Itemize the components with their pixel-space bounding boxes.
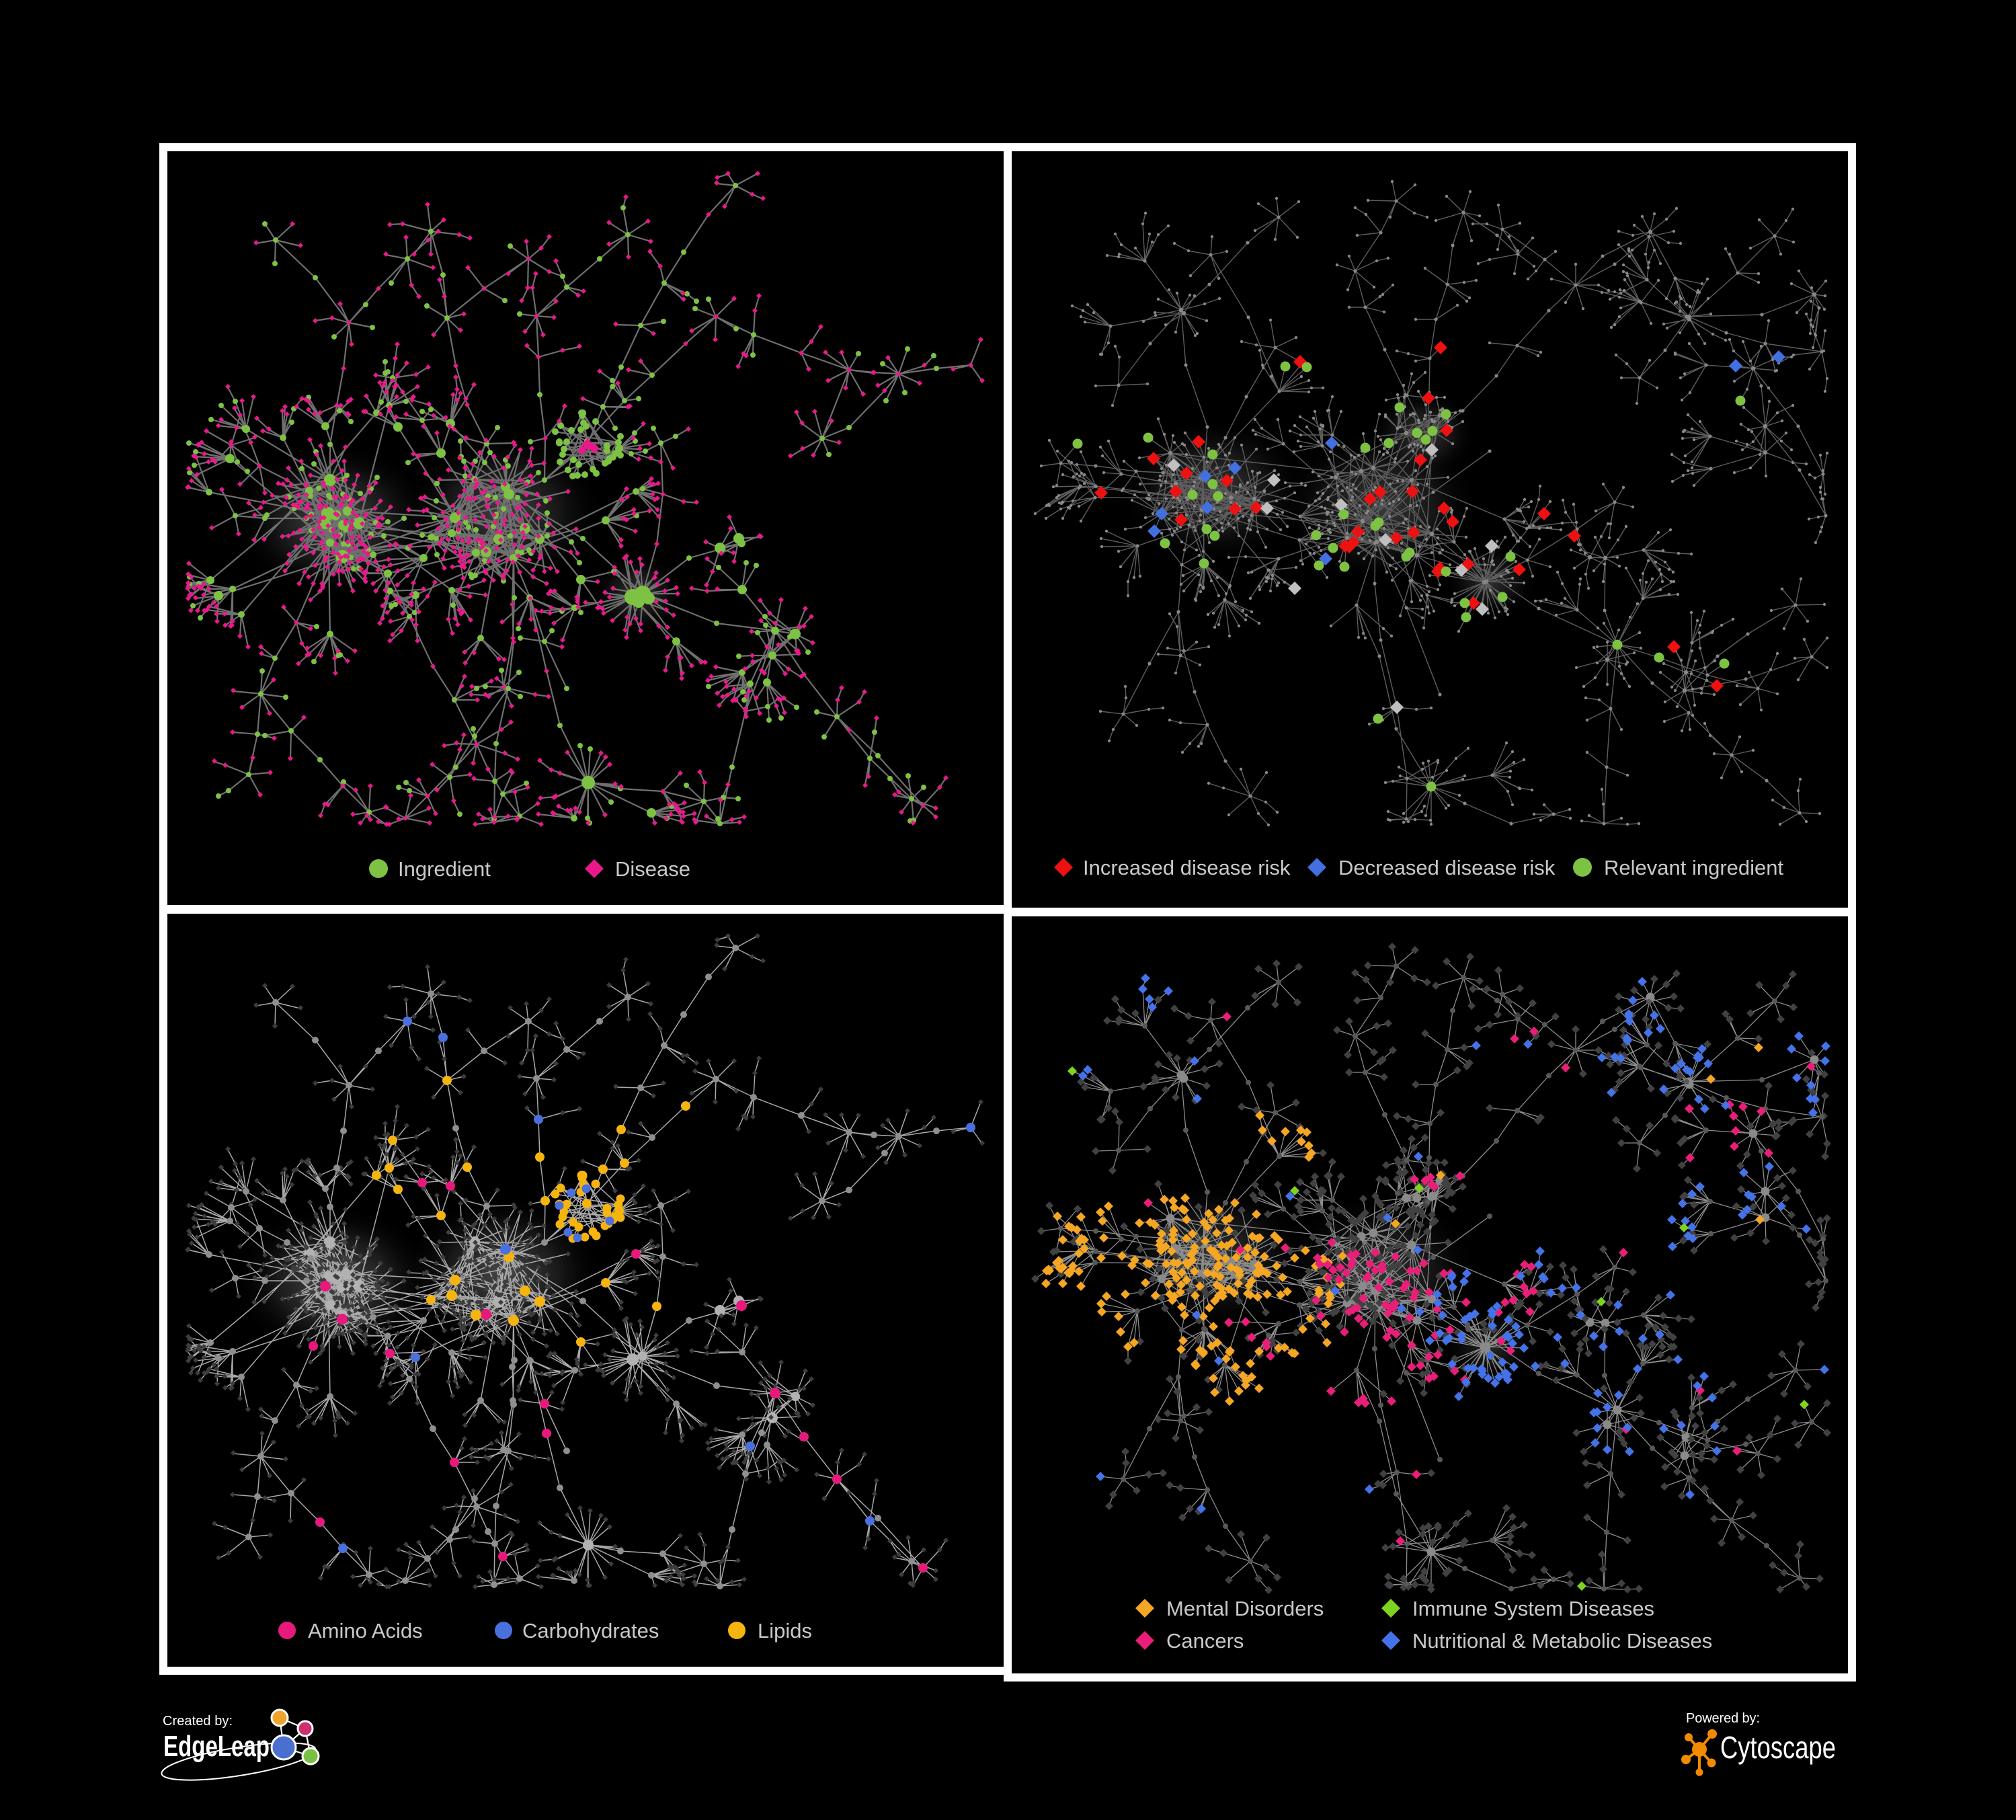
svg-text:Disease: Disease (615, 857, 690, 881)
svg-text:Cytoscape: Cytoscape (1720, 1730, 1836, 1765)
svg-text:Created by:: Created by: (163, 1714, 233, 1729)
svg-text:EdgeLeap: EdgeLeap (163, 1730, 270, 1763)
svg-text:Ingredient: Ingredient (398, 857, 491, 881)
svg-text:Powered by:: Powered by: (1686, 1711, 1760, 1726)
